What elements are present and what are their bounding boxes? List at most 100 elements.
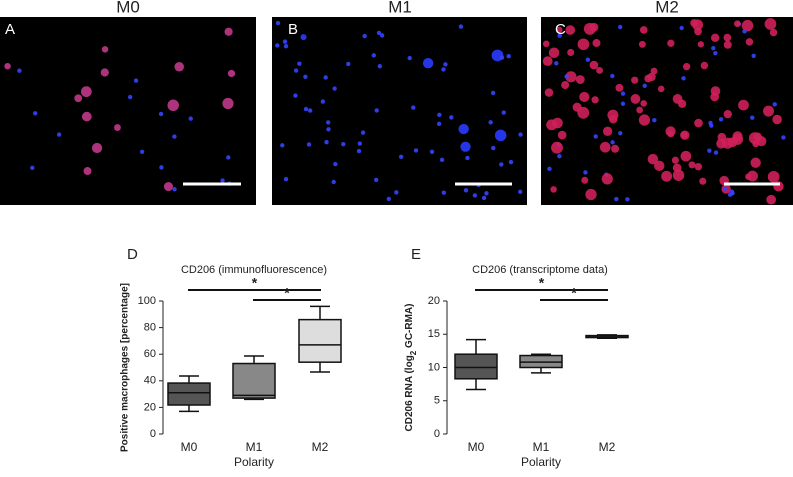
cell [707, 148, 712, 153]
cell [688, 161, 696, 169]
cell [341, 142, 346, 147]
cell [548, 47, 560, 59]
cell [413, 148, 419, 153]
cell [630, 94, 641, 104]
cell [167, 99, 180, 112]
y-axis-label-part: GC-RMA) [404, 304, 415, 351]
cell [91, 142, 103, 154]
cell [443, 62, 448, 67]
cell [729, 189, 735, 194]
cell [33, 111, 38, 116]
cell [642, 83, 647, 89]
cell [781, 135, 786, 140]
cell [323, 75, 328, 80]
cell [346, 61, 351, 67]
significance-label: * [539, 275, 545, 291]
cell [557, 33, 562, 38]
cell [374, 108, 379, 113]
cell [332, 86, 337, 91]
cell [661, 170, 673, 182]
cell [710, 92, 720, 102]
cell [592, 39, 601, 48]
cell [556, 26, 563, 34]
cell [756, 136, 767, 147]
cell [766, 194, 777, 205]
cell [159, 165, 164, 170]
cell [547, 166, 552, 172]
cell [458, 24, 464, 29]
cell [610, 140, 615, 145]
cell [139, 149, 145, 155]
cell [667, 39, 675, 47]
y-axis-label: Positive macrophages [percentage] [120, 283, 131, 452]
cell [4, 62, 11, 70]
y-tick-label: 40 [144, 375, 156, 387]
cell [741, 19, 754, 32]
cell [554, 61, 559, 66]
y-tick-label: 15 [428, 328, 440, 340]
cell [172, 134, 177, 139]
cell [682, 62, 691, 71]
cell [625, 197, 630, 202]
box [232, 362, 276, 399]
cell [360, 130, 366, 135]
cell [282, 39, 288, 44]
cell [386, 196, 392, 202]
cell [620, 91, 626, 96]
cell [222, 97, 234, 110]
significance-label: * [284, 285, 290, 301]
cell [325, 120, 331, 125]
cell [734, 20, 741, 28]
cell [544, 88, 554, 97]
cell [394, 190, 399, 195]
image-title: M0 [116, 0, 140, 16]
cell [718, 117, 724, 122]
cell [723, 33, 732, 42]
cell [585, 57, 591, 62]
x-axis-label: Polarity [521, 455, 561, 469]
cell [283, 44, 289, 49]
cell [647, 153, 659, 165]
cell [227, 69, 236, 78]
cell [764, 18, 777, 30]
cell [750, 115, 755, 120]
cell [226, 155, 231, 160]
box [454, 353, 498, 380]
cell [657, 85, 665, 93]
cell [772, 102, 777, 107]
cell [188, 116, 193, 121]
cell [747, 170, 758, 182]
image-title: M1 [388, 0, 412, 16]
panel-label: D [127, 246, 138, 263]
cell [293, 68, 299, 73]
cell [567, 48, 575, 57]
cell [620, 101, 626, 106]
cell [81, 111, 92, 122]
cell [723, 109, 732, 119]
cell [303, 106, 309, 112]
image-title: M2 [655, 0, 679, 16]
cell [303, 74, 308, 79]
cell [716, 138, 727, 149]
cell [638, 114, 651, 126]
y-tick-label: 80 [144, 322, 156, 334]
x-tick-label: M2 [599, 440, 616, 454]
cell [449, 115, 454, 120]
cell [581, 176, 589, 184]
cell [458, 123, 469, 135]
cell [615, 83, 624, 92]
cell [499, 55, 505, 60]
cell [767, 170, 780, 183]
cell [609, 115, 618, 124]
cell [494, 129, 507, 142]
cell [723, 40, 732, 49]
cell [411, 105, 416, 110]
cell [772, 114, 782, 125]
cell [463, 188, 469, 193]
cell [672, 169, 685, 181]
cell [694, 27, 702, 36]
cell [297, 61, 302, 66]
cell [506, 53, 511, 59]
cell [694, 162, 703, 171]
